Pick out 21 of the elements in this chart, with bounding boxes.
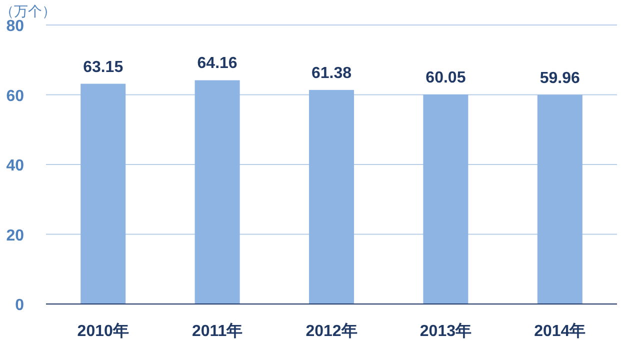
x-tick-label: 2014年 (534, 322, 586, 340)
data-label: 60.05 (426, 70, 466, 87)
y-tick-label: 0 (15, 297, 24, 314)
bar (423, 94, 468, 304)
y-tick-label: 20 (6, 227, 24, 244)
data-label: 64.16 (197, 55, 238, 72)
x-tick-label: 2010年 (77, 322, 129, 340)
data-label: 59.96 (540, 70, 580, 87)
bar (537, 94, 582, 304)
bar (194, 80, 240, 304)
data-label: 61.38 (311, 64, 352, 82)
data-label: 63.15 (83, 58, 124, 76)
y-tick-label: 40 (6, 158, 24, 174)
x-tick-label: 2011年 (192, 322, 243, 340)
bar (80, 84, 126, 304)
bar (309, 90, 354, 304)
x-tick-label: 2012年 (306, 322, 358, 340)
y-tick-label: 60 (6, 88, 24, 105)
y-tick-label: 80 (6, 18, 24, 35)
x-tick-label: 2013年 (420, 322, 472, 340)
y-axis-title: （万个） (0, 3, 56, 19)
